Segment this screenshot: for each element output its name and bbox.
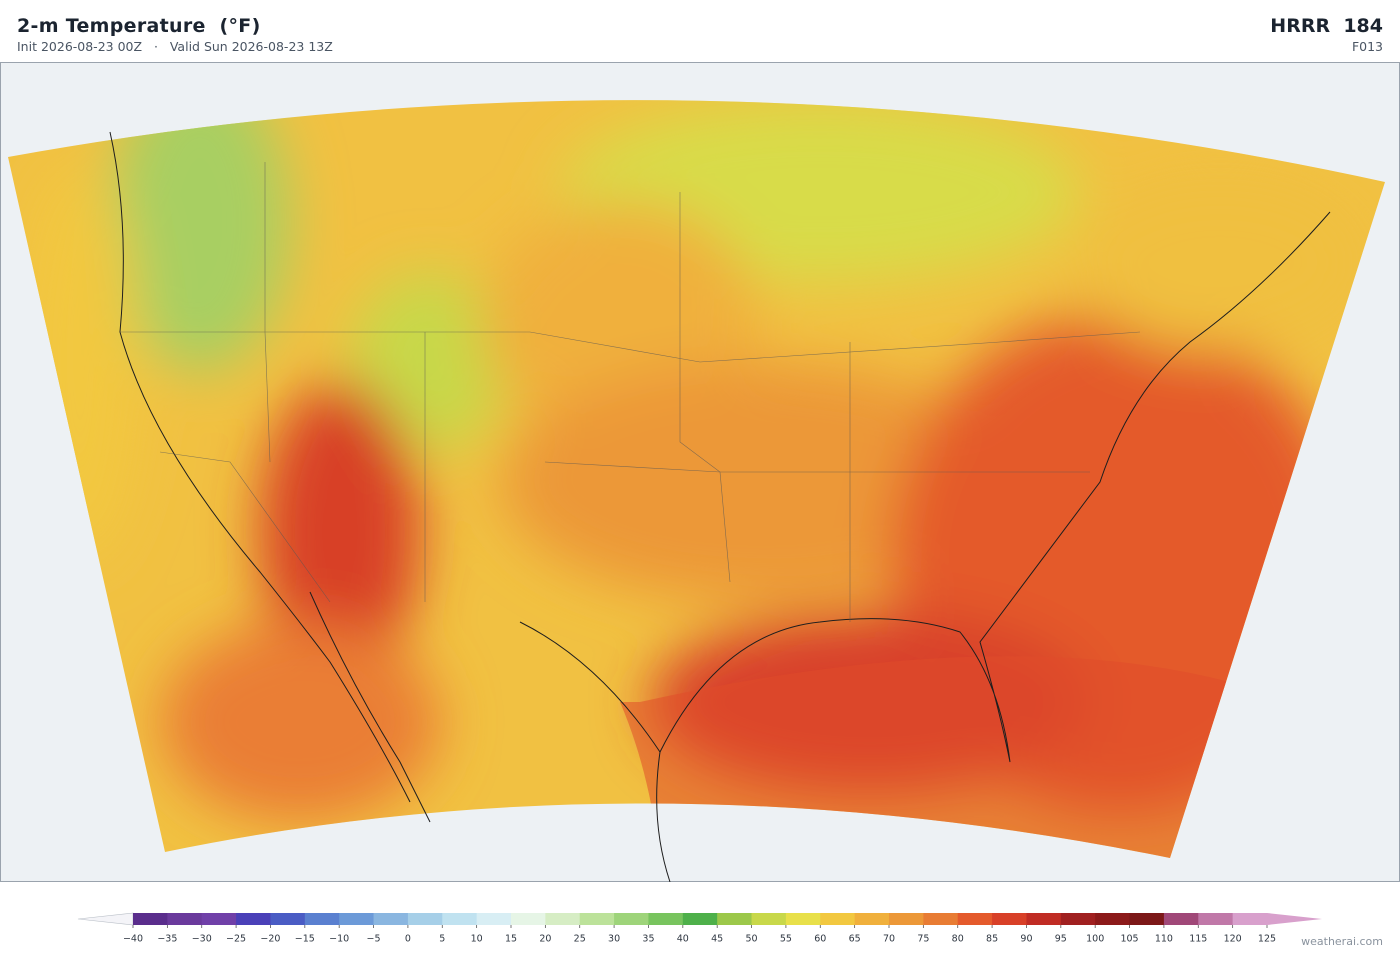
- colorbar-bin: [1026, 913, 1062, 925]
- forecast-hour: F013: [1351, 39, 1383, 54]
- colorbar-tick-label: 125: [1258, 934, 1276, 945]
- colorbar-bin: [648, 913, 684, 925]
- colorbar-bin: [476, 913, 512, 925]
- colorbar-tick-label: −40: [123, 934, 143, 945]
- colorbar-tick-label: 115: [1189, 934, 1207, 945]
- colorbar-bin: [236, 913, 271, 925]
- colorbar-bin: [889, 913, 924, 925]
- colorbar-tick-label: 15: [505, 934, 517, 945]
- temperature-field: [8, 100, 1385, 858]
- colorbar-bin: [407, 913, 443, 925]
- colorbar-tick-label: 95: [1055, 934, 1067, 945]
- colorbar-tick-label: 105: [1120, 934, 1138, 945]
- model-label: HRRR 184: [1270, 15, 1383, 37]
- map: [0, 62, 1400, 882]
- colorbar-bin: [373, 913, 409, 925]
- map-title: 2-m Temperature (°F): [17, 15, 261, 37]
- colorbar-bin: [957, 913, 993, 925]
- colorbar-bin: [133, 913, 168, 925]
- colorbar-tick-label: −10: [329, 934, 349, 945]
- colorbar-tick-label: 85: [986, 934, 998, 945]
- colorbar-tick-label: 45: [711, 934, 723, 945]
- colorbar-tick-label: 70: [883, 934, 895, 945]
- colorbar-tick-label: 0: [405, 934, 411, 945]
- colorbar-bin: [579, 913, 615, 925]
- colorbar-tick-label: 65: [849, 934, 861, 945]
- colorbar-tick-label: 20: [539, 934, 551, 945]
- colorbar-tick-label: 5: [439, 934, 445, 945]
- watermark: weatherai.com: [1301, 935, 1383, 948]
- colorbar-bin: [511, 913, 546, 925]
- colorbar-extend-high: [1267, 913, 1322, 925]
- colorbar-bin: [201, 913, 237, 925]
- colorbar-bin: [923, 913, 959, 925]
- colorbar-tick-label: 25: [574, 934, 586, 945]
- colorbar-tick-label: 30: [608, 934, 620, 945]
- run-info: Init 2026-08-23 00Z · Valid Sun 2026-08-…: [17, 39, 333, 54]
- colorbar-bin: [270, 913, 306, 925]
- colorbar-bin: [1095, 913, 1131, 925]
- colorbar-tick-label: 120: [1224, 934, 1242, 945]
- colorbar-tick-label: 50: [745, 934, 757, 945]
- colorbar-bin: [304, 913, 340, 925]
- colorbar-tick-label: 35: [642, 934, 654, 945]
- colorbar-tick-label: 75: [917, 934, 929, 945]
- colorbar-tick-label: 40: [677, 934, 689, 945]
- colorbar-tick-label: 80: [952, 934, 964, 945]
- colorbar-bin: [751, 913, 787, 925]
- model-run: 184: [1343, 15, 1383, 37]
- colorbar-bin: [717, 913, 753, 925]
- colorbar-tick-label: 55: [780, 934, 792, 945]
- colorbar-tick-label: 110: [1155, 934, 1173, 945]
- colorbar-tick-label: −25: [226, 934, 246, 945]
- colorbar-extend-low: [77, 912, 134, 926]
- colorbar: −40 −35 −30 −25 −20 −15 −10 −5 0 5 10 15 20 25 30 35 40 4…: [77, 912, 1322, 945]
- colorbar-bin: [442, 913, 478, 925]
- colorbar-tick-label: 60: [814, 934, 826, 945]
- colorbar-bin: [614, 913, 649, 925]
- colorbar-bin: [854, 913, 890, 925]
- model-name: HRRR: [1270, 15, 1331, 37]
- colorbar-bin: [1129, 913, 1165, 925]
- colorbar-bin: [992, 913, 1027, 925]
- state-borders: [120, 162, 1141, 622]
- colorbar-tick-label: −30: [192, 934, 212, 945]
- colorbar-bin: [785, 913, 821, 925]
- coastlines: [109, 131, 1331, 882]
- colorbar-bin: [167, 913, 203, 925]
- colorbar-bin: [682, 913, 718, 925]
- colorbar-tick-label: −35: [157, 934, 177, 945]
- colorbar-tick-label: −5: [367, 934, 381, 945]
- colorbar-tick-label: 100: [1086, 934, 1104, 945]
- colorbar-bin: [1060, 913, 1096, 925]
- colorbar-bin: [1232, 913, 1268, 925]
- colorbar-tick-label: −15: [295, 934, 315, 945]
- colorbar-bin: [339, 913, 375, 925]
- colorbar-tick-label: −20: [260, 934, 280, 945]
- colorbar-bin: [820, 913, 856, 925]
- colorbar-bin: [1163, 913, 1199, 925]
- colorbar-bin: [1198, 913, 1234, 925]
- colorbar-tick-label: 90: [1020, 934, 1032, 945]
- colorbar-bin: [545, 913, 581, 925]
- colorbar-tick-label: 10: [471, 934, 483, 945]
